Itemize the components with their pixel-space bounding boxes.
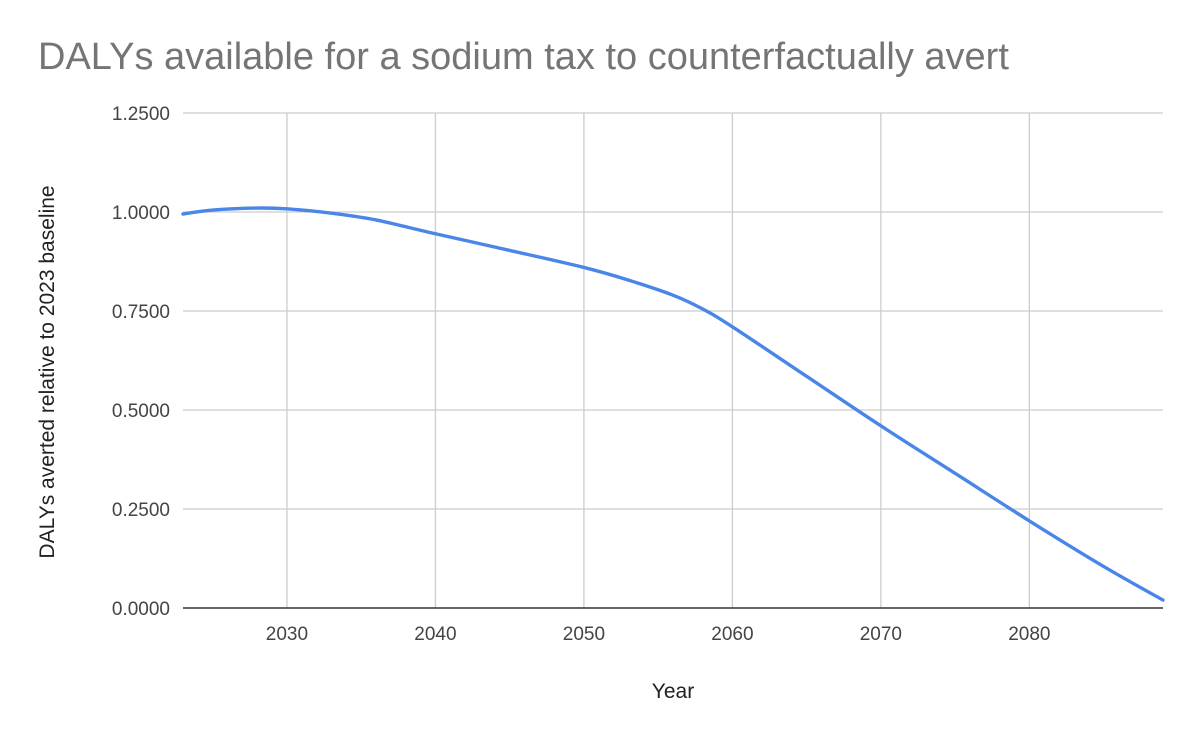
y-tick-label: 0.2500 [112, 500, 170, 521]
x-tick-label: 2080 [1008, 624, 1050, 645]
x-tick-label: 2060 [711, 624, 753, 645]
y-tick-label: 1.0000 [112, 203, 170, 224]
y-tick-label: 0.0000 [112, 599, 170, 620]
y-axis-label: DALYs averted relative to 2023 baseline [36, 185, 59, 558]
x-tick-label: 2040 [414, 624, 456, 645]
x-tick-label: 2050 [563, 624, 605, 645]
series-layer [181, 206, 1165, 602]
gridlines [183, 112, 1163, 609]
chart-title: DALYs available for a sodium tax to coun… [38, 36, 1009, 78]
x-tick-label: 2030 [266, 624, 308, 645]
x-tick-label: 2070 [860, 624, 902, 645]
x-axis-label: Year [652, 680, 694, 703]
y-axis-tick-labels: 0.0000 0.2500 0.5000 0.7500 1.0000 1.2500 [112, 104, 170, 620]
y-tick-label: 0.5000 [112, 401, 170, 422]
x-axis-tick-labels: 2030 2040 2050 2060 2070 2080 [266, 624, 1051, 645]
series-line [181, 206, 1165, 602]
y-tick-label: 0.7500 [112, 302, 170, 323]
y-tick-label: 1.2500 [112, 104, 170, 125]
